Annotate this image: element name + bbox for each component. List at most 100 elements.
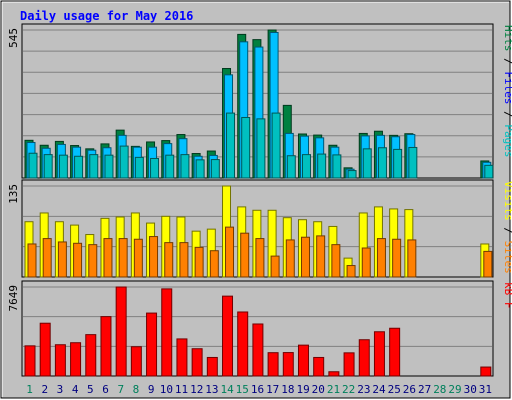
bar-pages-day-23 xyxy=(362,148,372,179)
day-label-9: 9 xyxy=(148,383,155,396)
day-label-30: 30 xyxy=(464,383,477,396)
bar-pages-day-12 xyxy=(195,159,205,179)
bar-kb-f-day-4 xyxy=(70,342,82,377)
bar-sites-day-6 xyxy=(103,238,113,278)
bar-pages-day-20 xyxy=(317,153,327,179)
bar-sites-day-4 xyxy=(73,242,83,278)
chart-panels: 545 Hits / Files / Pages 135 Visits / Sites… xyxy=(7,23,512,377)
bar-pages-day-16 xyxy=(256,118,266,179)
bar-sites-day-10 xyxy=(164,242,174,278)
day-label-11: 11 xyxy=(175,383,188,396)
bar-pages-day-15 xyxy=(241,116,251,179)
day-label-17: 17 xyxy=(266,383,279,396)
bar-sites-day-22 xyxy=(346,265,356,278)
bar-pages-day-3 xyxy=(58,154,68,179)
day-label-27: 27 xyxy=(418,383,431,396)
y-axis-label-part: Sites xyxy=(502,241,512,274)
day-label-5: 5 xyxy=(87,383,94,396)
bar-sites-day-24 xyxy=(376,238,386,278)
bar-kb-f-day-13 xyxy=(206,356,218,377)
y-max-label: 7649 xyxy=(7,285,20,312)
bar-sites-day-26 xyxy=(407,239,417,278)
bar-pages-day-26 xyxy=(408,146,418,179)
y-axis-label-part: Pages xyxy=(502,124,512,157)
day-label-3: 3 xyxy=(57,383,64,396)
bar-sites-day-5 xyxy=(88,244,98,278)
day-label-22: 22 xyxy=(342,383,355,396)
day-label-8: 8 xyxy=(133,383,140,396)
day-label-26: 26 xyxy=(403,383,416,396)
day-label-24: 24 xyxy=(372,383,386,396)
y-axis-label: kB F xyxy=(502,282,512,309)
bar-kb-f-day-10 xyxy=(161,288,173,377)
bar-sites-day-8 xyxy=(133,238,143,278)
y-axis-label-part: / xyxy=(502,221,512,241)
panel-3: 7649 kB F xyxy=(7,280,512,377)
day-label-28: 28 xyxy=(433,383,446,396)
y-max-label: 545 xyxy=(7,28,20,48)
day-label-16: 16 xyxy=(251,383,264,396)
bar-kb-f-day-17 xyxy=(267,352,279,377)
y-axis-label-part: / xyxy=(502,52,512,72)
bar-kb-f-day-18 xyxy=(282,352,294,377)
day-label-12: 12 xyxy=(190,383,203,396)
bar-pages-day-2 xyxy=(43,154,53,179)
bar-pages-day-14 xyxy=(226,112,236,179)
bar-pages-day-22 xyxy=(347,170,357,179)
y-axis-label-part: Visits xyxy=(502,181,512,221)
bar-sites-day-18 xyxy=(285,239,295,278)
bar-pages-day-1 xyxy=(28,152,38,179)
panel-1: 545 Hits / Files / Pages xyxy=(7,23,512,179)
bar-pages-day-5 xyxy=(89,154,99,179)
bar-pages-day-13 xyxy=(210,159,220,179)
bar-sites-day-1 xyxy=(27,243,37,278)
day-labels: 1 2 3 4 5 6 7 8 9 10 11 12 13 14 15 16 17 18 19 20 21 22 23 24 2… xyxy=(26,383,492,396)
bar-kb-f-day-14 xyxy=(222,295,234,377)
day-label-6: 6 xyxy=(102,383,109,396)
bar-sites-day-7 xyxy=(118,238,128,278)
bar-pages-day-25 xyxy=(393,148,403,179)
bar-kb-f-day-12 xyxy=(191,348,203,377)
y-axis-label: Visits / Sites xyxy=(502,181,512,274)
bar-kb-f-day-15 xyxy=(237,311,249,377)
y-axis-label-part: Files xyxy=(502,71,512,104)
bar-pages-day-18 xyxy=(286,155,296,179)
day-label-20: 20 xyxy=(312,383,325,396)
bar-kb-f-day-11 xyxy=(176,338,188,377)
bar-kb-f-day-2 xyxy=(39,322,51,377)
bar-pages-day-6 xyxy=(104,154,114,179)
bar-sites-day-31 xyxy=(483,250,493,278)
bar-sites-day-13 xyxy=(209,250,219,278)
panel-2: 135 Visits / Sites xyxy=(7,179,512,278)
bar-pages-day-31 xyxy=(484,164,494,179)
day-label-14: 14 xyxy=(220,383,234,396)
day-label-31: 31 xyxy=(479,383,492,396)
day-label-21: 21 xyxy=(327,383,340,396)
bar-kb-f-day-31 xyxy=(480,366,492,377)
bar-kb-f-day-20 xyxy=(313,356,325,377)
bar-sites-day-25 xyxy=(392,238,402,278)
day-label-15: 15 xyxy=(236,383,249,396)
day-label-13: 13 xyxy=(205,383,218,396)
bar-kb-f-day-6 xyxy=(100,316,112,377)
bar-sites-day-2 xyxy=(42,238,52,278)
bar-sites-day-14 xyxy=(225,226,235,278)
y-axis-label-part: / xyxy=(502,105,512,125)
y-axis-label: Hits / Files / Pages xyxy=(502,25,512,158)
bar-pages-day-4 xyxy=(74,155,84,179)
bar-sites-day-15 xyxy=(240,232,250,278)
bar-kb-f-day-3 xyxy=(54,344,66,377)
bar-kb-f-day-5 xyxy=(85,334,97,377)
bar-pages-day-17 xyxy=(271,112,281,179)
bar-pages-day-8 xyxy=(134,156,144,179)
bar-pages-day-7 xyxy=(119,145,129,179)
bar-sites-day-23 xyxy=(361,247,371,278)
day-label-25: 25 xyxy=(388,383,401,396)
y-max-label: 135 xyxy=(7,184,20,204)
bar-sites-day-16 xyxy=(255,238,265,278)
day-label-7: 7 xyxy=(117,383,124,396)
day-label-4: 4 xyxy=(72,383,79,396)
bar-kb-f-day-9 xyxy=(146,312,158,377)
y-axis-label-part: kB F xyxy=(502,282,512,309)
